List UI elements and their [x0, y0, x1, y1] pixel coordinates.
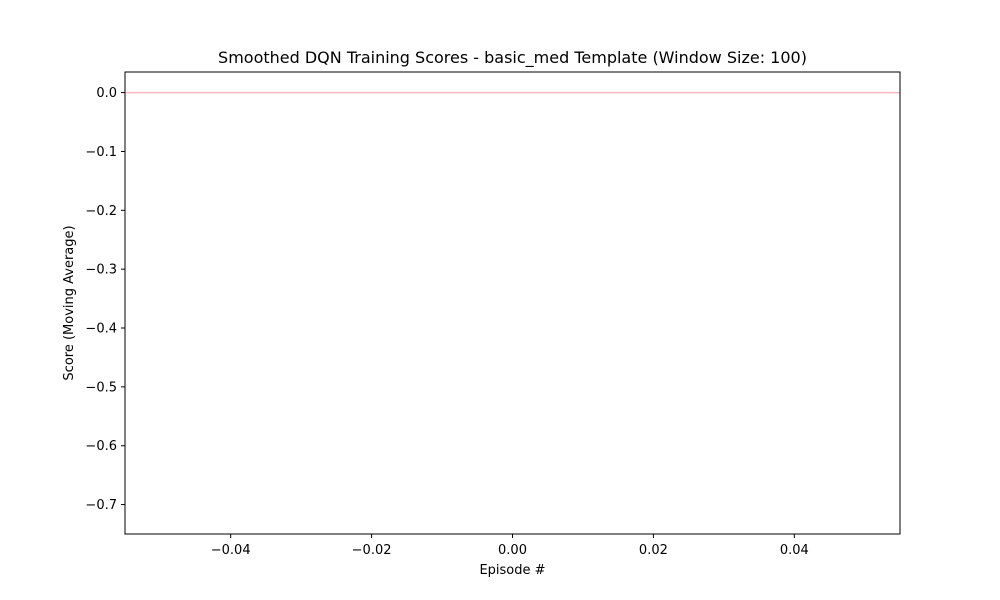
- y-tick-label: −0.7: [85, 498, 117, 513]
- x-tick-label: 0.00: [498, 543, 527, 558]
- x-axis-title: Episode #: [479, 563, 545, 578]
- chart-title: Smoothed DQN Training Scores - basic_med…: [218, 48, 807, 68]
- y-tick-label: 0.0: [96, 86, 117, 101]
- x-tick-label: 0.02: [639, 543, 668, 558]
- y-axis-ticks: 0.0 −0.1 −0.2 −0.3 −0.4 −0.5 −0.6 −0.7: [85, 86, 125, 513]
- x-tick-label: 0.04: [780, 543, 809, 558]
- y-axis-title: Score (Moving Average): [62, 225, 77, 380]
- x-axis-ticks: −0.04 −0.02 0.00 0.02 0.04: [211, 534, 809, 558]
- y-tick-label: −0.5: [85, 380, 117, 395]
- x-tick-label: −0.02: [352, 543, 392, 558]
- plot-area-frame: [124, 71, 901, 535]
- y-tick-label: −0.2: [85, 204, 117, 219]
- y-tick-label: −0.4: [85, 322, 117, 337]
- x-tick-label: −0.04: [211, 543, 251, 558]
- y-tick-label: −0.1: [85, 145, 117, 160]
- y-tick-label: −0.6: [85, 439, 117, 454]
- y-tick-label: −0.3: [85, 263, 117, 278]
